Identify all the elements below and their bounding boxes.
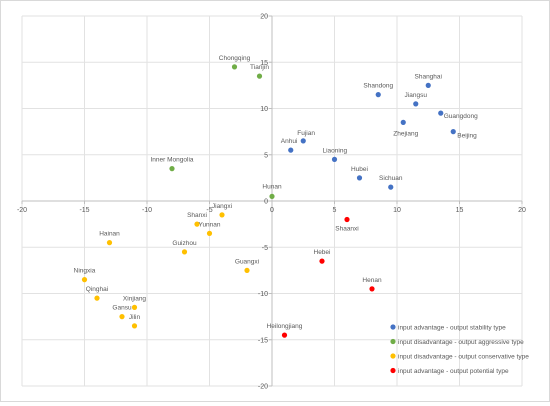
data-point xyxy=(206,230,213,236)
data-point-label: Chongqing xyxy=(219,55,251,62)
data-point xyxy=(181,249,188,255)
data-point-label: Jiangxi xyxy=(212,203,232,210)
data-point-label: Tianjin xyxy=(250,64,269,71)
x-tick-label: 20 xyxy=(518,207,526,214)
data-point xyxy=(438,110,444,116)
y-tick-label: 5 xyxy=(264,152,268,159)
data-point-label: Ningxia xyxy=(74,268,96,275)
data-point xyxy=(369,286,375,292)
x-tick-label: -20 xyxy=(17,207,27,214)
data-point-label: Beijing xyxy=(457,133,477,140)
data-point-label: Guangxi xyxy=(235,258,259,265)
x-tick-label: 5 xyxy=(333,207,337,214)
data-point-label: Shanghai xyxy=(415,73,442,80)
data-point xyxy=(131,323,138,329)
data-point xyxy=(375,92,381,98)
y-tick-label: -5 xyxy=(262,245,268,252)
data-point xyxy=(450,129,456,135)
legend-label: input disadvantage - output aggressive t… xyxy=(398,339,524,346)
data-point-label: Sichuan xyxy=(379,175,403,182)
data-point-label: Hebei xyxy=(314,249,331,256)
data-point xyxy=(356,175,363,181)
data-point-label: Liaoning xyxy=(323,147,348,154)
x-tick-label: -10 xyxy=(142,207,152,214)
data-point-label: Yunnan xyxy=(198,221,220,228)
data-point xyxy=(231,64,238,70)
y-tick-label: 15 xyxy=(260,60,268,67)
legend-label: input disadvantage - output conservative… xyxy=(398,353,529,360)
data-points xyxy=(81,64,456,338)
data-point-label: Henan xyxy=(362,277,382,284)
data-point-label: Shaanxi xyxy=(335,226,359,233)
data-point xyxy=(400,119,406,125)
legend-label: input advantage - output stability type xyxy=(398,324,506,331)
data-point xyxy=(269,193,275,199)
data-point-label: Heilongjiang xyxy=(267,323,303,330)
data-point xyxy=(300,138,306,144)
data-point-label: Jiangsu xyxy=(405,92,428,99)
y-tick-label: -10 xyxy=(258,291,268,298)
x-tick-label: 10 xyxy=(393,207,401,214)
legend-marker xyxy=(390,338,396,345)
y-tick-label: 10 xyxy=(260,106,268,113)
legend-marker xyxy=(390,324,396,330)
data-point xyxy=(425,82,431,88)
data-point xyxy=(413,101,419,107)
data-point xyxy=(319,258,325,264)
data-point xyxy=(388,184,394,190)
data-point-label: Jilin xyxy=(129,314,141,321)
data-point xyxy=(331,156,338,162)
data-point-label: Gansu xyxy=(112,305,132,312)
data-point xyxy=(131,304,138,310)
data-point xyxy=(244,267,250,273)
y-tick-label: 20 xyxy=(260,14,268,21)
data-point-label: Inner Mongolia xyxy=(151,157,194,164)
data-point-label: Guizhou xyxy=(172,240,197,247)
legend: input advantage - output stability type i… xyxy=(390,324,529,375)
data-point xyxy=(344,216,350,223)
legend-marker xyxy=(390,367,396,374)
data-point xyxy=(94,295,100,301)
data-point-label: Fujian xyxy=(297,130,315,137)
data-point-label: Shanxi xyxy=(187,212,207,219)
data-point xyxy=(194,221,200,227)
data-point-label: Hubei xyxy=(351,166,368,173)
data-point-label: Guangdong xyxy=(444,113,478,120)
data-point-label: Shandong xyxy=(363,83,393,90)
axes xyxy=(21,15,523,387)
data-point xyxy=(288,147,294,153)
data-point xyxy=(106,240,113,246)
legend-label: input advantage - output potential type xyxy=(398,368,509,375)
tick-labels: -20 -15 -10 -5 0 5 10 15 20 -20 -15 -10 -5 0 5 10 15 20 xyxy=(17,14,526,391)
y-tick-label: -15 xyxy=(258,337,268,344)
x-tick-label: -5 xyxy=(206,207,212,214)
data-point xyxy=(219,212,225,218)
data-point-label: Qinghai xyxy=(86,286,108,293)
data-point-label: Hainan xyxy=(99,231,120,238)
y-tick-label: 0 xyxy=(264,199,268,206)
y-tick-label: -20 xyxy=(258,384,268,391)
x-tick-label: 0 xyxy=(270,207,274,214)
data-point-label: Xinjiang xyxy=(123,295,147,302)
data-point xyxy=(169,166,175,172)
data-point xyxy=(81,277,88,283)
data-point-label: Anhui xyxy=(281,138,298,145)
x-tick-label: -15 xyxy=(79,207,89,214)
data-point-label: Zhejiang xyxy=(393,130,418,137)
data-point xyxy=(119,314,125,320)
x-tick-label: 15 xyxy=(456,207,464,214)
data-point xyxy=(256,73,263,79)
data-point xyxy=(281,332,288,338)
legend-marker xyxy=(390,353,396,359)
data-point-label: Hunan xyxy=(262,183,282,190)
point-labels: Shanghai Shandong Jiangsu Guangdong Zhejiang… xyxy=(74,55,478,330)
